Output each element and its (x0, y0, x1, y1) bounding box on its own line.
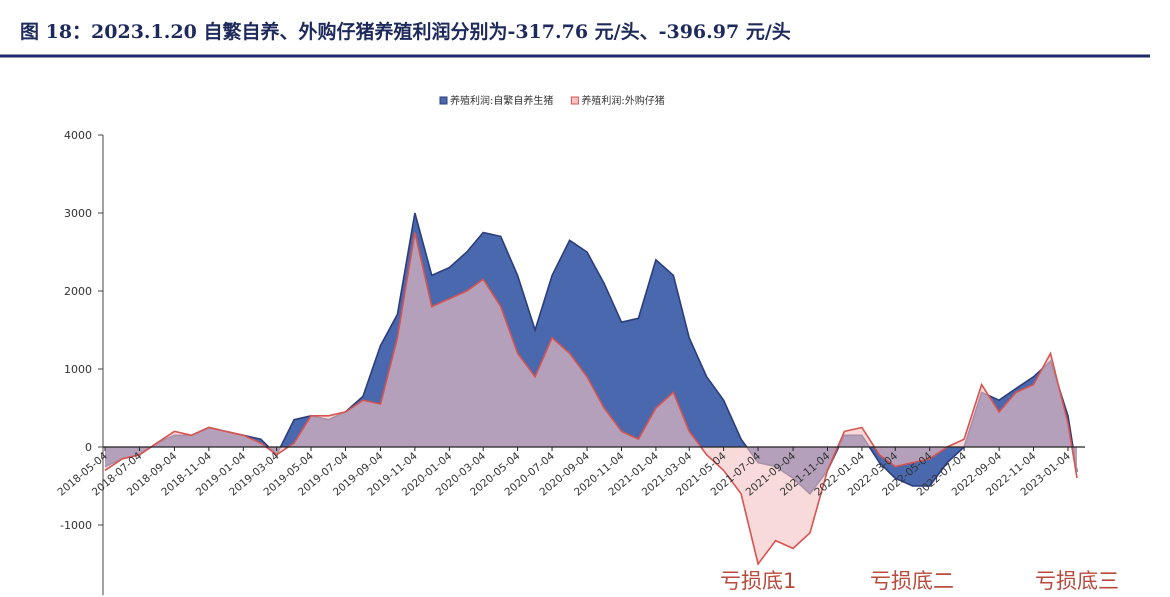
y-tick-label: 2000 (64, 285, 92, 298)
chart-title: 图 18：2023.1.20 自繁自养、外购仔猪养殖利润分别为-317.76 元… (20, 20, 791, 43)
y-tick-label: 4000 (64, 129, 92, 142)
annotation: 亏损底三 (1035, 569, 1119, 593)
y-tick-label: -1000 (60, 519, 92, 532)
legend-label: 养殖利润:外购仔猪 (581, 94, 664, 107)
annotation: 亏损底1 (720, 569, 796, 593)
legend-swatch (570, 96, 579, 105)
legend-label: 养殖利润:自繁自养生猪 (450, 94, 553, 107)
annotation: 亏损底二 (870, 569, 954, 593)
legend-swatch (439, 96, 448, 105)
area-line (104, 232, 1078, 566)
y-tick-label: 3000 (64, 207, 92, 220)
y-tick-label: 0 (85, 441, 92, 454)
y-tick-label: 1000 (64, 363, 92, 376)
area-fill (105, 232, 1077, 564)
